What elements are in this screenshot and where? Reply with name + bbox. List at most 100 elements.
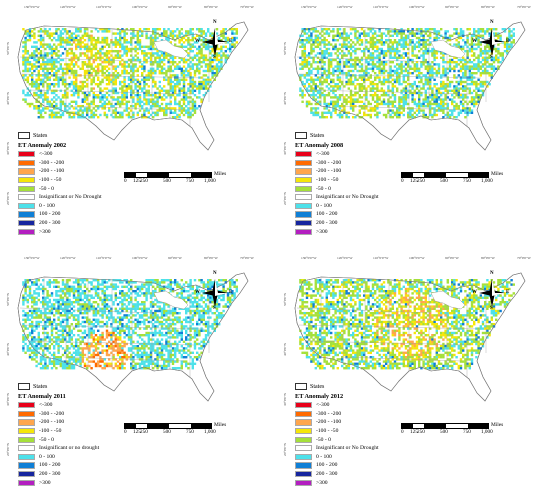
longitude-label: 70°0'0"W [517, 5, 531, 9]
scale-tick-label: 250 [140, 429, 148, 435]
legend-item: 0 - 100 [295, 202, 379, 211]
legend-label: -200 - -100 [39, 419, 65, 426]
compass-e-label: E [506, 290, 510, 295]
scale-bar: Miles 0 125 250 500 750 1,000 [401, 171, 511, 185]
scale-tick-label: 500 [163, 178, 171, 184]
legend-label: 100 - 200 [39, 462, 61, 469]
legend-item: >300 [18, 478, 99, 487]
legend-label: -100 - -50 [316, 177, 339, 184]
longitude-label: 110°0'0"W [96, 5, 112, 9]
legend-swatch [18, 402, 35, 409]
legend-title: ET Anomaly 2008 [295, 142, 344, 149]
legend-swatch [295, 211, 312, 218]
legend-label: -100 - -50 [39, 428, 62, 435]
legend-title: ET Anomaly 2002 [18, 142, 67, 149]
latitude-label: 40°0'0"N [6, 92, 10, 105]
compass-n-label: N [213, 20, 217, 25]
legend-item: Insignificant or no drought [18, 444, 99, 453]
scale-tick-label: 250 [417, 429, 425, 435]
scale-tick-label: 750 [186, 429, 194, 435]
compass-e-label: E [229, 39, 233, 44]
legend-item: -300 - -200 [295, 410, 379, 419]
north-arrow: N S E W [195, 271, 233, 311]
legend-item: Insignificant or No Drought [295, 193, 379, 202]
state-boundaries [19, 27, 210, 126]
scale-bar: Miles 0 125 250 500 750 1,000 [124, 171, 234, 185]
legend-title: ET Anomaly 2011 [18, 393, 66, 400]
latitude-label: 30°0'0"N [283, 142, 287, 155]
longitude-label: 120°0'0"W [337, 5, 353, 9]
legend-label: -50 - 0 [316, 185, 331, 192]
longitude-label: 120°0'0"W [60, 5, 76, 9]
legend-swatch [295, 419, 312, 426]
longitude-label: 70°0'0"W [517, 256, 531, 260]
legend-swatch [18, 194, 35, 201]
north-arrow: N S E W [195, 20, 233, 60]
legend-label: -100 - -50 [316, 428, 339, 435]
legend-label: <-300 [39, 402, 53, 409]
legend-swatch [295, 479, 312, 486]
compass-s-label: S [490, 306, 493, 311]
legend-swatch [295, 159, 312, 166]
legend-item: >300 [295, 478, 379, 487]
legend-label: Insignificant or No Drought [316, 194, 379, 201]
legend-label: 0 - 100 [39, 202, 55, 209]
scale-tick-label: 125 [410, 178, 418, 184]
legend-label: -200 - -100 [39, 168, 65, 175]
legend-swatch [295, 445, 312, 452]
longitude-label: 100°0'0"W [409, 5, 425, 9]
longitude-label: 120°0'0"W [337, 256, 353, 260]
legend-swatch [18, 462, 35, 469]
legend-item: 100 - 200 [18, 210, 102, 219]
legend-swatch [295, 194, 312, 201]
scale-tick-label: 1,000 [204, 178, 216, 184]
scale-tick-label: 125 [410, 429, 418, 435]
longitude-label: 110°0'0"W [373, 5, 389, 9]
longitude-label: 130°0'0"W [301, 256, 317, 260]
legend-item: -50 - 0 [295, 184, 379, 193]
us-outline [17, 21, 249, 151]
legend-swatch [295, 453, 312, 460]
longitude-label: 80°0'0"W [481, 5, 495, 9]
legend-label: 200 - 300 [316, 220, 338, 227]
legend-item: <-300 [18, 401, 99, 410]
legend-item: <-300 [295, 401, 379, 410]
legend-swatch [295, 410, 312, 417]
longitude-label: 120°0'0"W [60, 256, 76, 260]
legend-label: -50 - 0 [316, 436, 331, 443]
compass-n-label: N [490, 271, 494, 276]
legend-label: <-300 [39, 151, 53, 158]
longitude-label: 70°0'0"W [240, 256, 254, 260]
latitude-label: 40°0'0"N [283, 92, 287, 105]
legend-item: >300 [295, 227, 379, 236]
legend-swatch [18, 176, 35, 184]
scale-unit-label: Miles [214, 171, 227, 177]
scale-unit-label: Miles [491, 422, 504, 428]
compass-n-label: N [490, 20, 494, 25]
map-legend: States ET Anomaly 2008 <-300 -300 - -200 -20… [295, 132, 379, 236]
legend-item: -300 - -200 [18, 159, 102, 168]
map-canvas [17, 21, 249, 151]
longitude-label: 130°0'0"W [24, 256, 40, 260]
legend-item: -200 - -100 [18, 418, 99, 427]
legend-label: -300 - -200 [39, 159, 65, 166]
longitude-label: 110°0'0"W [96, 256, 112, 260]
legend-label: Insignificant or No Drought [39, 194, 102, 201]
legend-swatch [295, 470, 312, 478]
longitude-label: 80°0'0"W [204, 256, 218, 260]
legend-swatch [18, 211, 35, 218]
legend-item: -100 - -50 [295, 427, 379, 436]
map-legend: States ET Anomaly 2002 <-300 -300 - -200 -20… [18, 132, 102, 236]
legend-swatch [295, 462, 312, 469]
legend-label: -200 - -100 [316, 168, 342, 175]
et-anomaly-pixels [22, 28, 238, 119]
legend-label: 0 - 100 [316, 453, 332, 460]
legend-title: ET Anomaly 2012 [295, 393, 344, 400]
compass-e-label: E [229, 290, 233, 295]
legend-label: -100 - -50 [39, 177, 62, 184]
legend-item: -200 - -100 [18, 167, 102, 176]
longitude-label: 130°0'0"W [301, 5, 317, 9]
latitude-label: 20°0'0"N [6, 443, 10, 456]
legend-item: -50 - 0 [18, 435, 99, 444]
legend-swatch [18, 202, 35, 209]
